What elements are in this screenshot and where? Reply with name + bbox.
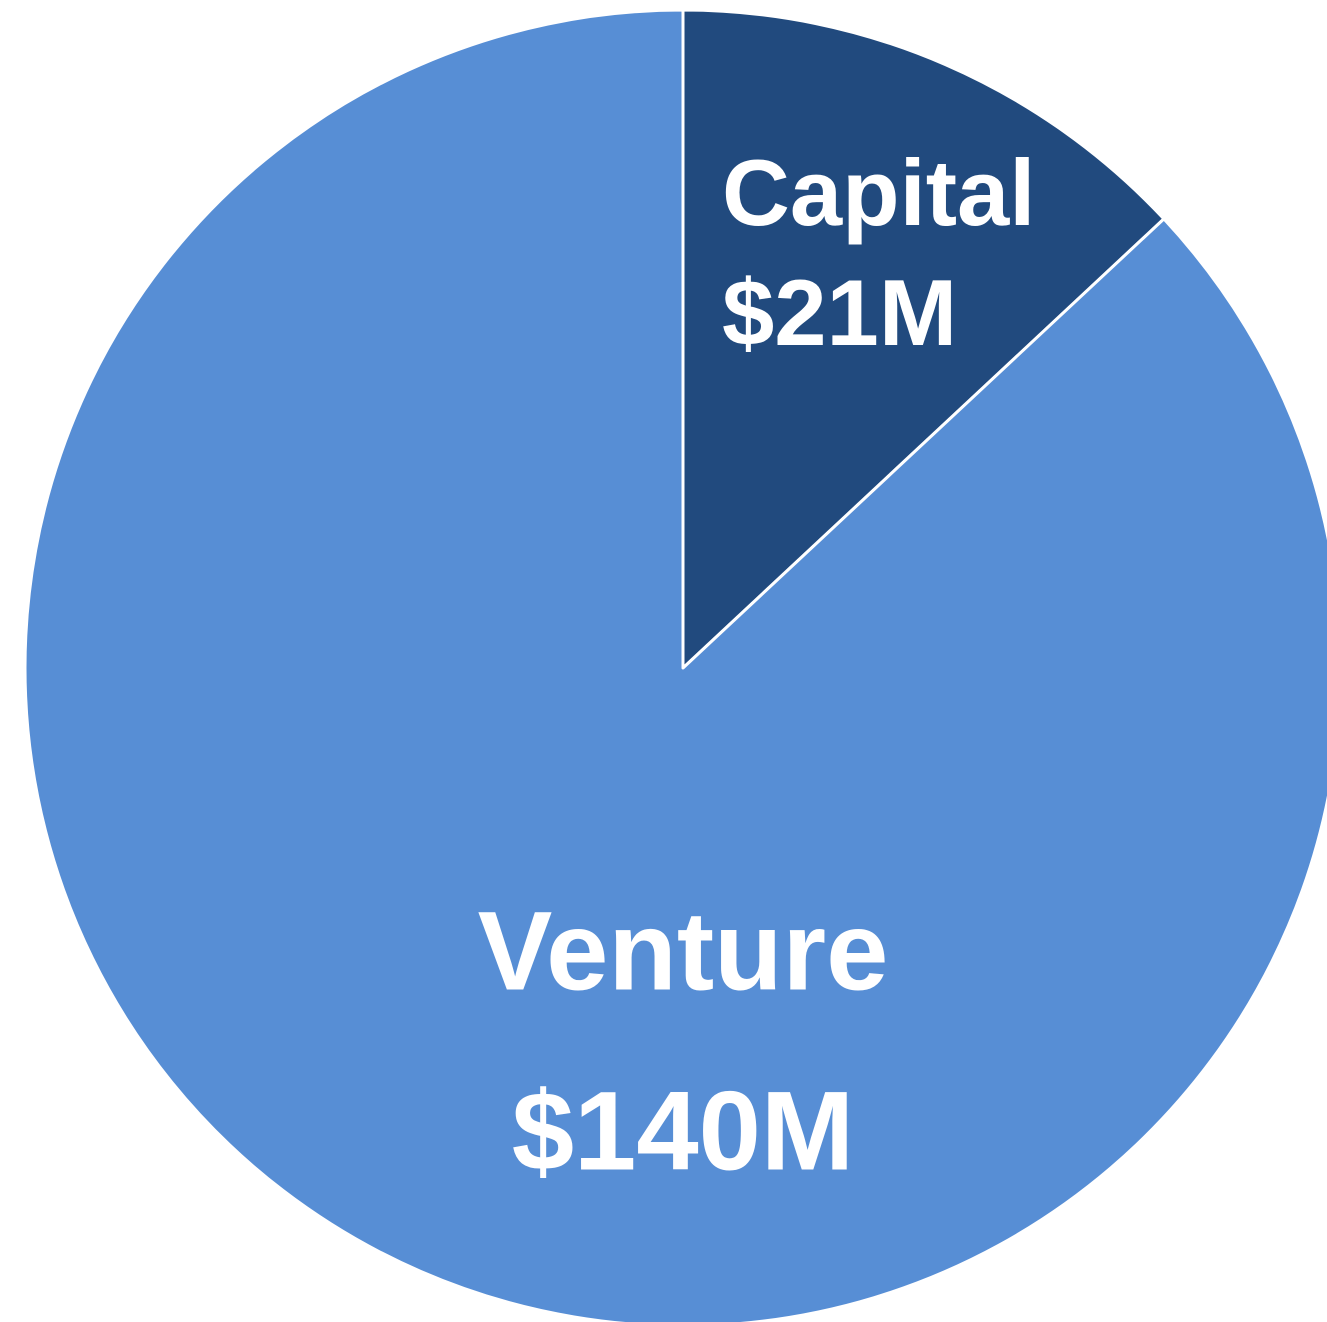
pie-slice	[23, 8, 1327, 1322]
value-label: $140M	[512, 1069, 854, 1194]
slice-label: Capital	[722, 140, 1035, 245]
slice-label: Venture	[478, 889, 889, 1014]
pie-slice	[681, 8, 1166, 670]
value-label: $21M	[722, 260, 957, 365]
